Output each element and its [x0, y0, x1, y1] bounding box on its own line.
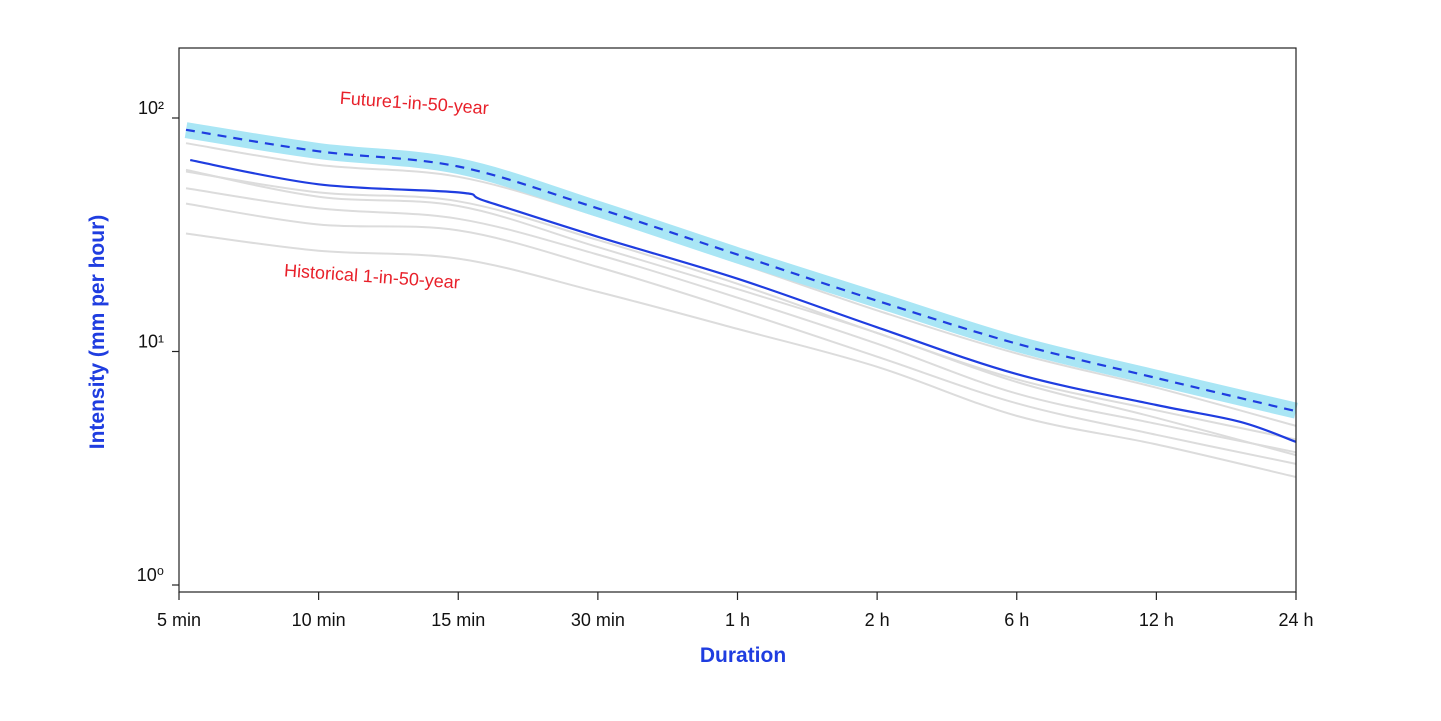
x-tick-label: 12 h: [1139, 610, 1174, 630]
historical-1-in-50-year-line: [189, 159, 1297, 443]
y-axis-title: Intensity (mm per hour): [86, 215, 109, 450]
background-curve-4: [185, 202, 1297, 465]
x-axis-title: Duration: [700, 644, 786, 667]
x-tick-label: 6 h: [1004, 610, 1029, 630]
x-tick-label: 2 h: [865, 610, 890, 630]
x-tick-label: 24 h: [1278, 610, 1313, 630]
background-curve-3: [185, 187, 1297, 454]
y-tick-label: 10⁰: [137, 565, 164, 585]
x-tick-label: 1 h: [725, 610, 750, 630]
annotations: Future1-in-50-year Historical 1-in-50-yea…: [283, 88, 489, 293]
y-tick-label: 10²: [138, 98, 164, 118]
plot-frame: [178, 47, 1297, 593]
future-1-in-50-year-line: [185, 128, 1297, 413]
x-tick-label: 5 min: [157, 610, 201, 630]
future-label: Future1-in-50-year: [339, 88, 489, 118]
x-tick-label: 10 min: [292, 610, 346, 630]
main-curves: [185, 128, 1297, 443]
y-tick-label: 10¹: [138, 332, 164, 352]
background-curve-2: [185, 170, 1297, 441]
background-curves: [185, 142, 1297, 478]
historical-label: Historical 1-in-50-year: [283, 260, 460, 292]
background-curve-6: [185, 168, 1297, 457]
axes: 5 min 10 min 15 min 30 min 1 h 2 h 6 h 12 h 24 h…: [137, 47, 1314, 630]
background-curve-5: [185, 232, 1297, 478]
x-tick-label: 30 min: [571, 610, 625, 630]
x-tick-label: 15 min: [431, 610, 485, 630]
